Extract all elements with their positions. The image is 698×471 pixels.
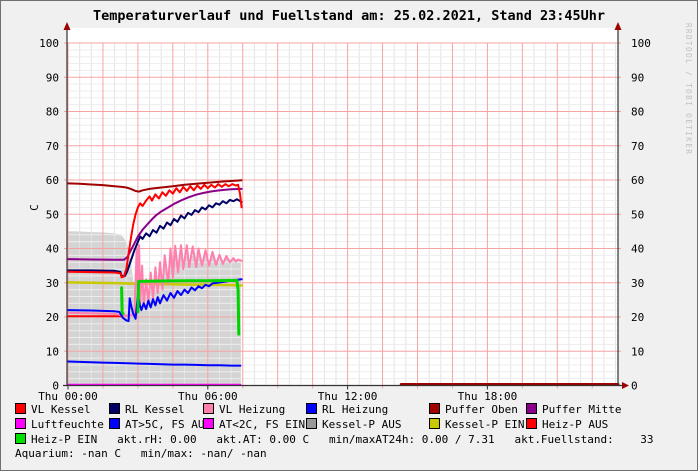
y-tick-left-50: 50 bbox=[46, 208, 59, 221]
legend-label: VL Kessel bbox=[31, 403, 91, 416]
legend-swatch-rl-kessel bbox=[109, 403, 120, 414]
legend-label: RL Heizung bbox=[322, 403, 389, 416]
y-tick-right-60: 60 bbox=[631, 174, 644, 187]
legend-label: Puffer Mitte bbox=[542, 403, 622, 416]
legend-label: VL Heizung bbox=[219, 403, 286, 416]
legend-row-2: Luftfeuchte AT>5C, FS AUS AT<2C, FS EIN Kes… bbox=[1, 417, 697, 431]
y-tick-right-100: 100 bbox=[631, 37, 651, 50]
legend-item-kessel-p-ein: Kessel-P EIN bbox=[429, 417, 524, 431]
legend-label: AT>5C, FS AUS bbox=[125, 418, 212, 431]
y-tick-left-0: 0 bbox=[52, 380, 59, 393]
temperature-chart: 0 0 10 10 20 20 30 30 40 40 50 50 60 60 70 70 80 80 90 90 10… bbox=[38, 22, 651, 401]
legend-label: Heiz-P AUS bbox=[542, 418, 609, 431]
legend-swatch-heiz-p-ein bbox=[15, 433, 26, 444]
rrdtool-watermark: RRDTOOL / TOBI OETIKER bbox=[684, 23, 693, 156]
series-at-5c-fs-aus bbox=[67, 360, 242, 367]
legend-swatch-puffer-oben bbox=[429, 403, 440, 414]
y-tick-left-20: 20 bbox=[46, 311, 59, 324]
legend-swatch-kessel-p-ein bbox=[429, 418, 440, 429]
series-lines bbox=[66, 179, 620, 386]
legend-label: Luftfeuchte bbox=[31, 418, 104, 431]
legend-label: Kessel-P EIN bbox=[445, 418, 525, 431]
y-tick-left-80: 80 bbox=[46, 106, 59, 119]
axis-labels: 0 0 10 10 20 20 30 30 40 40 50 50 60 60 70 70 80 80 90 90 10… bbox=[38, 37, 651, 401]
legend-item-vl-heizung: VL Heizung bbox=[203, 402, 285, 416]
legend-item-rl-heizung: RL Heizung bbox=[306, 402, 388, 416]
y-tick-left-100: 100 bbox=[39, 37, 59, 50]
series-heiz-p-ein bbox=[136, 278, 241, 336]
y-axis-unit-label: C bbox=[27, 204, 41, 211]
legend-row-3: Heiz-P EIN akt.rH: 0.00 akt.AT: 0.00 C m… bbox=[1, 432, 697, 446]
legend-label: Puffer Oben bbox=[445, 403, 518, 416]
aquarium-stats-line: Aquarium: -nan C min/max: -nan/ -nan bbox=[15, 447, 267, 460]
y-tick-left-10: 10 bbox=[46, 345, 59, 358]
y-tick-right-80: 80 bbox=[631, 106, 644, 119]
y-tick-right-70: 70 bbox=[631, 140, 644, 153]
legend-swatch-at-5c-fs-aus bbox=[109, 418, 120, 429]
legend-swatch-vl-heizung bbox=[203, 403, 214, 414]
legend-swatch-rl-heizung bbox=[306, 403, 317, 414]
legend-label: Kessel-P AUS bbox=[322, 418, 402, 431]
x-tick-18: Thu 18:00 bbox=[458, 390, 518, 401]
y-tick-left-70: 70 bbox=[46, 140, 59, 153]
series-heiz-p-ein bbox=[120, 286, 125, 316]
y-tick-right-10: 10 bbox=[631, 345, 644, 358]
legend-label: RL Kessel bbox=[125, 403, 185, 416]
legend-item-heiz-p-aus: Heiz-P AUS bbox=[526, 417, 608, 431]
legend-swatch-kessel-p-aus bbox=[306, 418, 317, 429]
legend-swatch-vl-kessel bbox=[15, 403, 26, 414]
legend-item-at-5c-fs-aus: AT>5C, FS AUS bbox=[109, 417, 211, 431]
series-vl-kessel bbox=[67, 183, 243, 279]
series-rl-heizung bbox=[67, 278, 243, 323]
series-rl-kessel bbox=[67, 198, 243, 278]
y-tick-left-60: 60 bbox=[46, 174, 59, 187]
legend-row-1: VL Kessel RL Kessel VL Heizung RL Heizung Pu… bbox=[1, 402, 697, 416]
legend-item-at-2c-fs-ein: AT<2C, FS EIN bbox=[203, 417, 305, 431]
legend-swatch-luftfeuchte bbox=[15, 418, 26, 429]
axes bbox=[63, 22, 629, 390]
y-tick-right-30: 30 bbox=[631, 277, 644, 290]
y-tick-right-20: 20 bbox=[631, 311, 644, 324]
legend-item-rl-kessel: RL Kessel bbox=[109, 402, 185, 416]
x-tick-0: Thu 00:00 bbox=[38, 390, 98, 401]
legend-swatch-puffer-mitte bbox=[526, 403, 537, 414]
legend-item-kessel-p-aus: Kessel-P AUS bbox=[306, 417, 401, 431]
legend-item-heiz-p-ein: Heiz-P EIN akt.rH: 0.00 akt.AT: 0.00 C m… bbox=[15, 432, 654, 446]
x-tick-6: Thu 06:00 bbox=[178, 390, 238, 401]
y-tick-right-90: 90 bbox=[631, 71, 644, 84]
series-puffer-mitte bbox=[67, 187, 243, 261]
legend-item-puffer-oben: Puffer Oben bbox=[429, 402, 518, 416]
legend-label: AT<2C, FS EIN bbox=[219, 418, 306, 431]
y-tick-left-40: 40 bbox=[46, 243, 59, 256]
y-tick-left-90: 90 bbox=[46, 71, 59, 84]
legend-item-puffer-mitte: Puffer Mitte bbox=[526, 402, 621, 416]
current-stats-line: Heiz-P EIN akt.rH: 0.00 akt.AT: 0.00 C m… bbox=[31, 433, 654, 446]
y-tick-right-50: 50 bbox=[631, 208, 644, 221]
legend-swatch-heiz-p-aus bbox=[526, 418, 537, 429]
y-tick-right-40: 40 bbox=[631, 243, 644, 256]
series-puffer-oben bbox=[67, 179, 243, 193]
y-tick-left-30: 30 bbox=[46, 277, 59, 290]
x-tick-12: Thu 12:00 bbox=[318, 390, 378, 401]
graph-title: Temperaturverlauf und Fuellstand am: 25.… bbox=[92, 8, 606, 24]
legend-swatch-at-2c-fs-ein bbox=[203, 418, 214, 429]
legend-item-luftfeuchte: Luftfeuchte bbox=[15, 417, 104, 431]
legend-item-vl-kessel: VL Kessel bbox=[15, 402, 91, 416]
legend-row-4: Aquarium: -nan C min/max: -nan/ -nan bbox=[1, 447, 697, 461]
y-tick-right-0: 0 bbox=[631, 380, 638, 393]
